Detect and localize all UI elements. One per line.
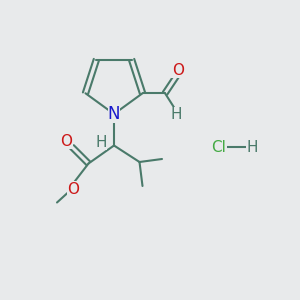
- Text: H: H: [246, 140, 258, 154]
- Text: O: O: [68, 182, 80, 196]
- Text: Cl: Cl: [212, 140, 226, 154]
- Text: N: N: [108, 105, 120, 123]
- Text: O: O: [61, 134, 73, 149]
- Text: H: H: [96, 135, 107, 150]
- Text: O: O: [172, 63, 184, 78]
- Text: H: H: [170, 107, 182, 122]
